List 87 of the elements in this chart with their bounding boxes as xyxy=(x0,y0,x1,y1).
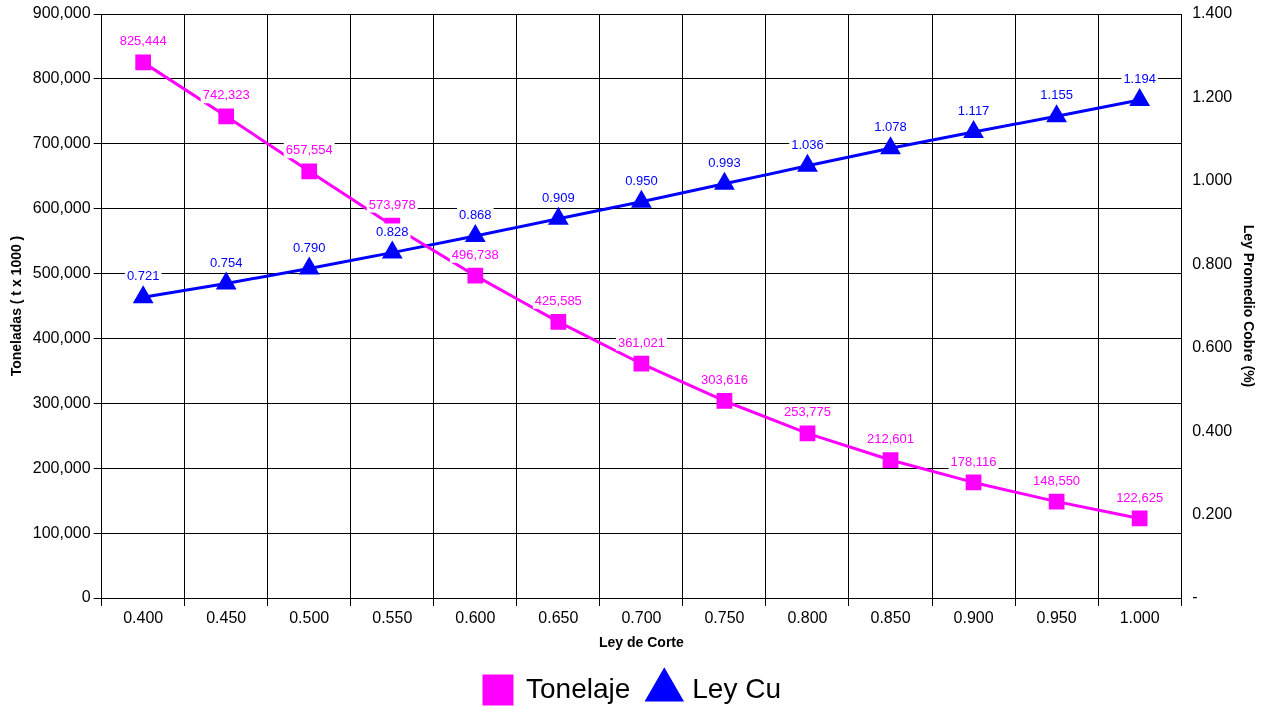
point xyxy=(382,242,402,259)
point xyxy=(135,54,152,71)
x-tick-label: 0.450 xyxy=(206,609,247,627)
point xyxy=(799,425,816,442)
point xyxy=(633,355,650,372)
y2-tick-label: 1.400 xyxy=(1192,4,1233,22)
point xyxy=(1131,510,1148,527)
data-label: 148,550 xyxy=(1033,472,1081,488)
y2-tick-label: 0.800 xyxy=(1192,254,1233,272)
point xyxy=(467,267,484,284)
data-label: 1.194 xyxy=(1123,71,1156,87)
x-tick-label: 0.600 xyxy=(455,609,496,627)
data-label: 0.754 xyxy=(209,254,243,270)
point xyxy=(466,225,485,242)
y2-tick-label: 1.000 xyxy=(1192,171,1233,189)
data-label: 1.155 xyxy=(1040,87,1073,103)
point xyxy=(881,137,900,155)
x-tick-label: 0.650 xyxy=(538,609,579,627)
x-tick-label: 0.850 xyxy=(870,609,911,627)
data-label: 573,978 xyxy=(368,196,416,212)
y2-tick-label: 1.200 xyxy=(1192,87,1233,105)
point xyxy=(550,313,567,330)
data-label: 1.036 xyxy=(791,136,824,152)
x-axis-title: Ley de Corte xyxy=(598,634,685,651)
y-tick-label: 900,000 xyxy=(32,4,91,22)
data-label: 303,616 xyxy=(700,372,748,388)
data-label: 0.993 xyxy=(708,154,741,170)
y-axis-title: Toneladas ( t x 1000 ) xyxy=(8,235,25,377)
y-tick-label: 100,000 xyxy=(32,523,91,541)
data-label: 496,738 xyxy=(451,246,499,262)
x-tick-label: 0.550 xyxy=(372,609,413,627)
y2-tick-label: 0.400 xyxy=(1192,421,1233,439)
data-label: 253,775 xyxy=(783,404,831,420)
y-tick-label: 300,000 xyxy=(32,393,91,411)
data-label: 0.828 xyxy=(376,223,409,239)
x-tick-label: 0.700 xyxy=(621,609,662,627)
x-tick-label: 0.900 xyxy=(953,609,994,627)
data-label: 212,601 xyxy=(867,431,915,447)
data-label: 0.950 xyxy=(625,172,658,188)
data-label: 0.790 xyxy=(292,239,326,255)
point xyxy=(133,286,153,304)
point xyxy=(549,208,568,225)
data-label: 825,444 xyxy=(119,33,167,49)
data-label: 361,021 xyxy=(617,334,665,350)
x-tick-label: 1.000 xyxy=(1119,609,1160,627)
x-tick-label: 0.750 xyxy=(704,609,745,627)
point xyxy=(632,191,651,208)
data-label: 1.078 xyxy=(874,119,907,135)
point xyxy=(299,257,319,275)
data-label: 742,323 xyxy=(202,87,250,103)
y2-tick-label: - xyxy=(1192,588,1198,606)
x-tick-label: 0.800 xyxy=(787,609,828,627)
legend-label: Tonelaje xyxy=(525,672,631,704)
point xyxy=(715,173,734,190)
point xyxy=(964,121,983,139)
data-label: 0.721 xyxy=(126,268,160,284)
x-tick-label: 0.500 xyxy=(289,609,330,627)
data-label: 0.909 xyxy=(542,189,575,205)
point xyxy=(301,163,318,180)
y2-axis-title: Ley Promedio Cobre (%) xyxy=(1240,224,1257,388)
data-label: 178,116 xyxy=(950,453,997,469)
y-tick-label: 0 xyxy=(81,588,91,606)
point xyxy=(1047,105,1066,123)
data-label: 122,625 xyxy=(1116,489,1164,505)
data-label: 657,554 xyxy=(285,142,333,158)
data-label: 1.117 xyxy=(957,103,990,119)
point xyxy=(216,272,236,290)
point xyxy=(882,452,899,468)
y-tick-label: 400,000 xyxy=(32,328,91,346)
y-tick-label: 800,000 xyxy=(32,69,91,87)
point xyxy=(798,155,817,172)
data-label: 0.868 xyxy=(459,207,492,222)
data-label: 425,585 xyxy=(534,292,582,308)
y2-tick-label: 0.600 xyxy=(1192,338,1233,356)
y-tick-label: 500,000 xyxy=(32,263,91,281)
x-tick-label: 0.400 xyxy=(123,609,164,627)
y-tick-label: 200,000 xyxy=(32,458,91,476)
y-tick-label: 600,000 xyxy=(32,199,91,217)
x-tick-label: 0.950 xyxy=(1036,609,1077,627)
y2-tick-label: 0.200 xyxy=(1192,504,1233,522)
point xyxy=(218,108,235,125)
point xyxy=(716,393,733,409)
legend-label: Ley Cu xyxy=(692,672,782,704)
y-tick-label: 700,000 xyxy=(32,134,91,152)
point xyxy=(1130,89,1149,106)
point xyxy=(1048,493,1065,510)
point xyxy=(965,474,982,491)
